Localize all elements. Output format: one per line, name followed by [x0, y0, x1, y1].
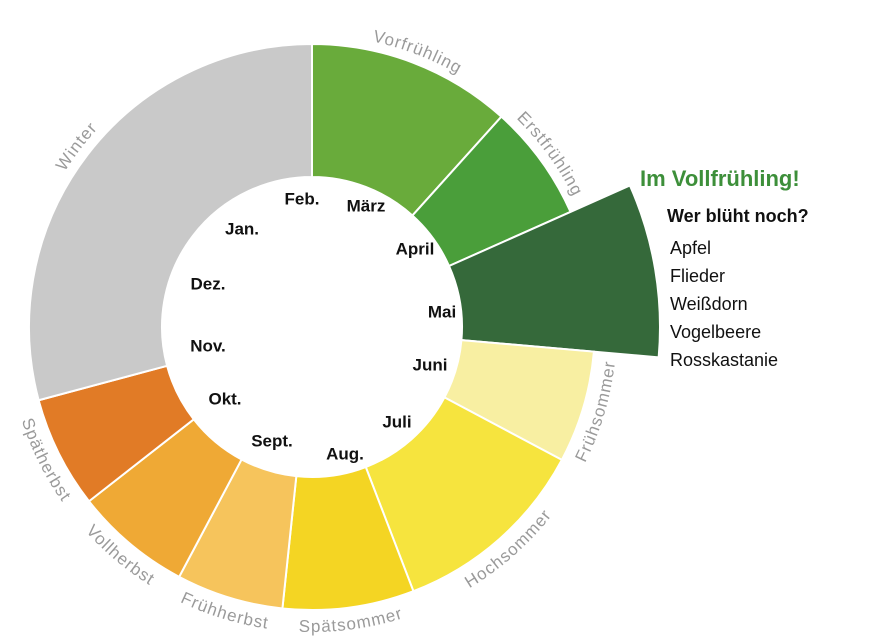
month-label: Dez.: [191, 274, 226, 293]
month-label: Jan.: [225, 219, 259, 238]
month-label: Feb.: [285, 189, 320, 208]
panel-title: Im Vollfrühling!: [640, 166, 800, 191]
month-label: Okt.: [208, 389, 241, 408]
month-label: März: [347, 196, 386, 215]
month-label: Mai: [428, 302, 456, 321]
month-label: April: [396, 239, 435, 258]
month-label: Aug.: [326, 444, 364, 463]
panel-item: Flieder: [670, 266, 725, 286]
inner-circle: [162, 177, 462, 477]
month-label: Juni: [413, 355, 448, 374]
panel-item: Weißdorn: [670, 294, 748, 314]
month-label: Juli: [382, 412, 411, 431]
panel-subtitle: Wer blüht noch?: [667, 206, 809, 226]
panel-item: Rosskastanie: [670, 350, 778, 370]
month-label: Nov.: [190, 336, 226, 355]
month-label: Sept.: [251, 431, 293, 450]
panel-item: Apfel: [670, 238, 711, 258]
panel-item: Vogelbeere: [670, 322, 761, 342]
ring: [28, 42, 661, 611]
